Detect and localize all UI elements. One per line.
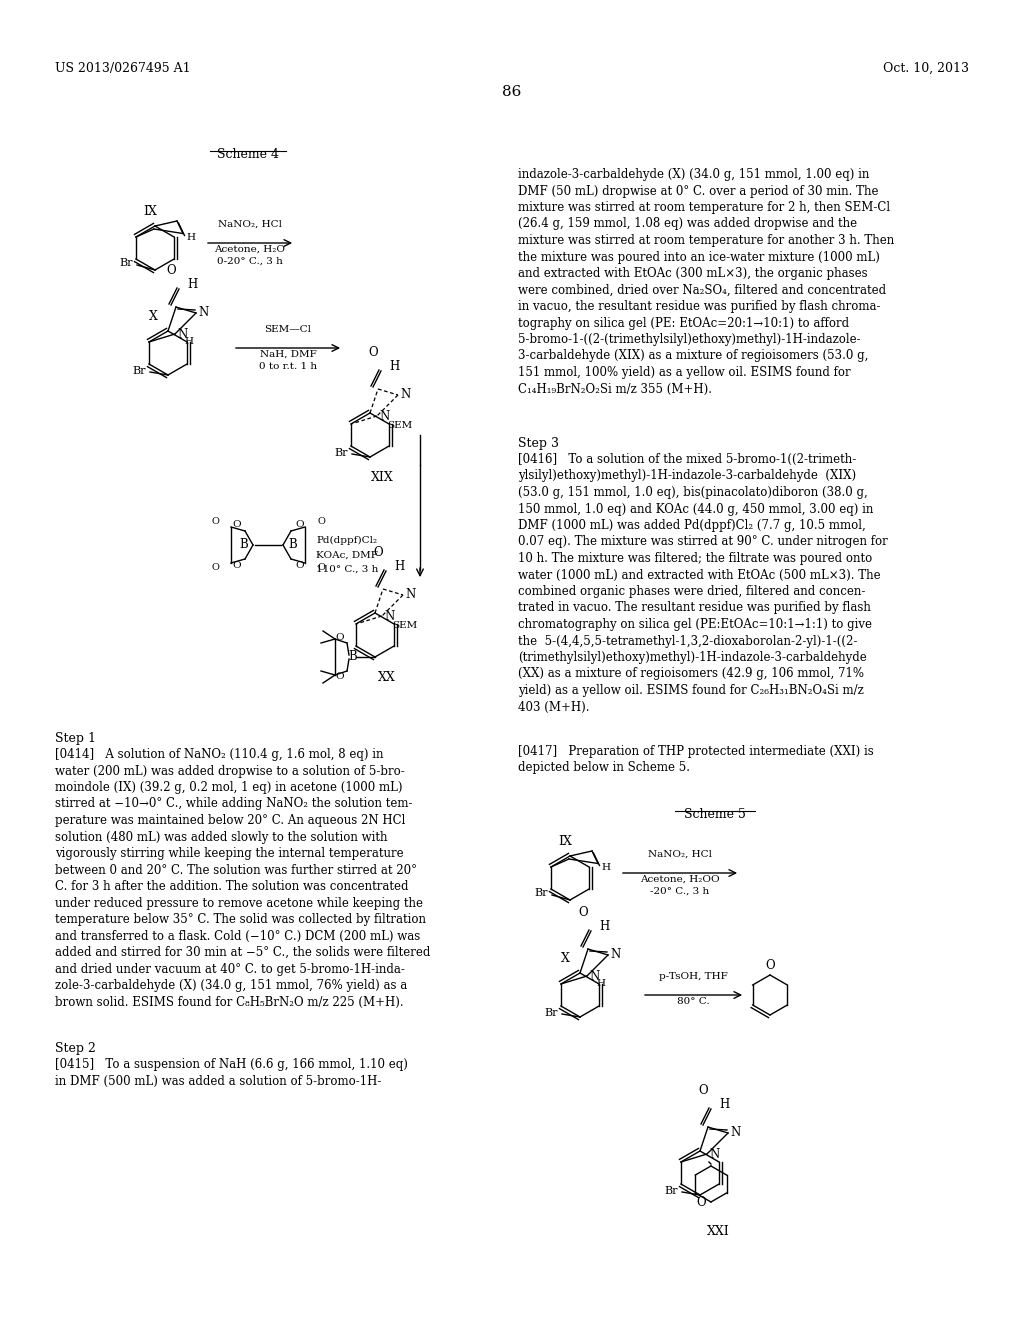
Text: H: H [597,979,606,989]
Text: N: N [610,949,621,961]
Text: 110° C., 3 h: 110° C., 3 h [316,565,379,573]
Text: NaNO₂, HCl: NaNO₂, HCl [648,850,712,859]
Text: B: B [348,651,357,664]
Text: O: O [579,906,588,919]
Text: Pd(dppf)Cl₂: Pd(dppf)Cl₂ [316,536,377,545]
Text: O: O [295,520,304,529]
Text: N: N [406,589,416,602]
Text: H: H [601,863,610,873]
Text: Step 3: Step 3 [518,437,559,450]
Text: Acetone, H₂O: Acetone, H₂O [214,246,286,253]
Text: Scheme 5: Scheme 5 [684,808,745,821]
Text: IX: IX [558,836,572,847]
Text: O: O [696,1196,706,1209]
Text: Step 2: Step 2 [55,1041,96,1055]
Text: SEM: SEM [387,421,413,430]
Text: Br: Br [545,1008,558,1018]
Text: Br: Br [535,888,548,898]
Text: B: B [288,539,297,552]
Text: N: N [384,610,394,623]
Text: O: O [317,564,325,573]
Text: H: H [394,560,404,573]
Text: [0416]   To a solution of the mixed 5-bromo-1((2-trimeth-
ylsilyl)ethoxy)methyl): [0416] To a solution of the mixed 5-brom… [518,453,888,714]
Text: XIX: XIX [371,471,393,484]
Text: B: B [240,539,248,552]
Text: NaNO₂, HCl: NaNO₂, HCl [218,220,282,228]
Text: O: O [336,634,344,642]
Text: O: O [317,517,325,527]
Text: O: O [166,264,176,277]
Text: N: N [379,409,389,422]
Text: Br: Br [132,366,146,376]
Text: Br: Br [335,447,348,458]
Text: SEM: SEM [392,622,417,631]
Text: 80° C.: 80° C. [677,997,710,1006]
Text: X: X [148,310,158,323]
Text: H: H [185,338,194,346]
Text: H: H [599,920,609,932]
Text: N: N [589,969,599,982]
Text: [0414]   A solution of NaNO₂ (110.4 g, 1.6 mol, 8 eq) in
water (200 mL) was adde: [0414] A solution of NaNO₂ (110.4 g, 1.6… [55,748,430,1008]
Text: indazole-3-carbaldehyde (X) (34.0 g, 151 mmol, 1.00 eq) in
DMF (50 mL) dropwise : indazole-3-carbaldehyde (X) (34.0 g, 151… [518,168,894,396]
Text: 0 to r.t. 1 h: 0 to r.t. 1 h [259,362,317,371]
Text: Step 1: Step 1 [55,733,96,744]
Text: US 2013/0267495 A1: US 2013/0267495 A1 [55,62,190,75]
Text: N: N [709,1147,719,1160]
Text: N: N [400,388,411,401]
Text: XXI: XXI [707,1225,729,1238]
Text: XX: XX [378,671,396,684]
Text: O: O [232,520,241,529]
Text: [0417]   Preparation of THP protected intermediate (XXI) is
depicted below in Sc: [0417] Preparation of THP protected inte… [518,744,873,775]
Text: X: X [560,952,569,965]
Text: Br: Br [665,1185,678,1196]
Text: Oct. 10, 2013: Oct. 10, 2013 [883,62,969,75]
Text: O: O [295,561,304,570]
Text: 86: 86 [503,84,521,99]
Text: SEM—Cl: SEM—Cl [264,325,311,334]
Text: O: O [232,561,241,570]
Text: O: O [765,960,775,972]
Text: O: O [369,346,378,359]
Text: KOAc, DMF: KOAc, DMF [316,550,378,560]
Text: Br: Br [120,257,133,268]
Text: O: O [211,517,219,527]
Text: Scheme 4: Scheme 4 [217,148,279,161]
Text: H: H [187,277,198,290]
Text: N: N [198,306,208,319]
Text: H: H [719,1097,729,1110]
Text: NaH, DMF: NaH, DMF [260,350,316,359]
Text: O: O [698,1084,708,1097]
Text: [0415]   To a suspension of NaH (6.6 g, 166 mmol, 1.10 eq)
in DMF (500 mL) was a: [0415] To a suspension of NaH (6.6 g, 16… [55,1059,408,1088]
Text: O: O [373,546,383,558]
Text: p-TsOH, THF: p-TsOH, THF [659,972,728,981]
Text: IX: IX [143,205,157,218]
Text: N: N [177,327,187,341]
Text: H: H [389,359,399,372]
Text: 0-20° C., 3 h: 0-20° C., 3 h [217,257,283,267]
Text: N: N [730,1126,740,1139]
Text: Acetone, H₂OO: Acetone, H₂OO [640,875,720,884]
Text: O: O [336,672,344,681]
Text: H: H [186,234,195,242]
Text: O: O [211,564,219,573]
Text: -20° C., 3 h: -20° C., 3 h [650,887,710,896]
